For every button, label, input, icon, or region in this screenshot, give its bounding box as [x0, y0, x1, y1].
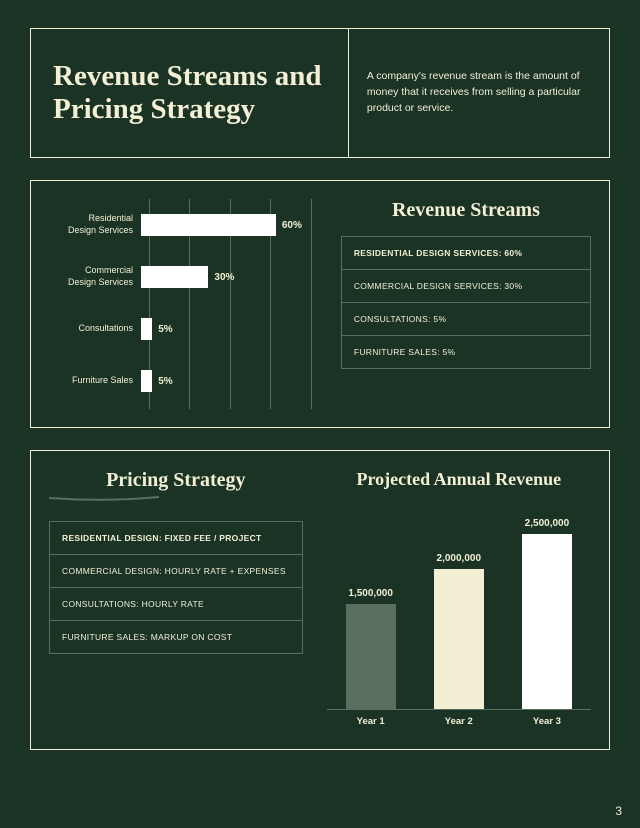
vbar-xlabel: Year 2: [424, 716, 494, 727]
revenue-hbar-chart: ResidentialDesign Services 60% CommercialD…: [49, 199, 331, 405]
vbar-group: 2,500,000: [512, 518, 582, 709]
hbar-label: Consultations: [49, 323, 141, 335]
hbar-label: Furniture Sales: [49, 375, 141, 387]
hbar-bar: [141, 370, 152, 392]
revenue-streams-panel: ResidentialDesign Services 60% CommercialD…: [30, 180, 610, 428]
hbar-row: Consultations 5%: [49, 303, 321, 355]
hbar-label: CommercialDesign Services: [49, 265, 141, 288]
vbar-value: 1,500,000: [348, 588, 393, 599]
revenue-streams-list: RESIDENTIAL DESIGN SERVICES: 60%COMMERCI…: [341, 236, 591, 369]
page-title: Revenue Streams and Pricing Strategy: [53, 60, 326, 127]
header-title-cell: Revenue Streams and Pricing Strategy: [31, 29, 349, 157]
hbar-track: 5%: [141, 355, 321, 407]
projected-revenue-chart: 1,500,000 2,000,000 2,500,000: [327, 499, 591, 709]
hbar-bar: [141, 318, 152, 340]
list-item: CONSULTATIONS: HOURLY RATE: [50, 587, 302, 620]
vbar-value: 2,500,000: [525, 518, 570, 529]
list-item: FURNITURE SALES: MARKUP ON COST: [50, 620, 302, 653]
revenue-streams-list-col: Revenue Streams RESIDENTIAL DESIGN SERVI…: [331, 199, 591, 405]
hbar-bar: [141, 214, 276, 236]
pricing-strategy-title: Pricing Strategy: [49, 469, 303, 492]
page-number: 3: [615, 804, 622, 818]
projected-revenue-xlabels: Year 1 Year 2 Year 3: [327, 709, 591, 727]
header-desc-cell: A company's revenue stream is the amount…: [349, 29, 609, 157]
pricing-strategy-col: Pricing Strategy RESIDENTIAL DESIGN: FIX…: [49, 469, 315, 727]
list-item: COMMERCIAL DESIGN SERVICES: 30%: [342, 269, 590, 302]
list-item: RESIDENTIAL DESIGN: FIXED FEE / PROJECT: [50, 522, 302, 554]
hbar-bar: [141, 266, 208, 288]
underline-swoosh-icon: [49, 496, 159, 502]
list-item: RESIDENTIAL DESIGN SERVICES: 60%: [342, 237, 590, 269]
vbar-bar: [522, 534, 572, 709]
hbar-value: 30%: [214, 272, 234, 283]
hbar-value: 5%: [158, 324, 172, 335]
hbar-label: ResidentialDesign Services: [49, 213, 141, 236]
list-item: FURNITURE SALES: 5%: [342, 335, 590, 368]
vbar-bar: [346, 604, 396, 709]
hbar-track: 60%: [141, 199, 321, 251]
hbar-value: 5%: [158, 376, 172, 387]
vbar-bar: [434, 569, 484, 709]
hbar-value: 60%: [282, 220, 302, 231]
vbar-group: 2,000,000: [424, 553, 494, 709]
list-item: CONSULTATIONS: 5%: [342, 302, 590, 335]
vbar-group: 1,500,000: [336, 588, 406, 709]
hbar-row: CommercialDesign Services 30%: [49, 251, 321, 303]
hbar-row: Furniture Sales 5%: [49, 355, 321, 407]
list-item: COMMERCIAL DESIGN: HOURLY RATE + EXPENSE…: [50, 554, 302, 587]
revenue-streams-title: Revenue Streams: [341, 199, 591, 222]
hbar-track: 5%: [141, 303, 321, 355]
pricing-revenue-panel: Pricing Strategy RESIDENTIAL DESIGN: FIX…: [30, 450, 610, 750]
header-description: A company's revenue stream is the amount…: [367, 69, 591, 116]
hbar-track: 30%: [141, 251, 321, 303]
pricing-strategy-list: RESIDENTIAL DESIGN: FIXED FEE / PROJECTC…: [49, 521, 303, 654]
vbar-xlabel: Year 3: [512, 716, 582, 727]
projected-revenue-col: Projected Annual Revenue 1,500,000 2,000,…: [315, 469, 591, 727]
hbar-row: ResidentialDesign Services 60%: [49, 199, 321, 251]
vbar-value: 2,000,000: [437, 553, 482, 564]
header-row: Revenue Streams and Pricing Strategy A c…: [30, 28, 610, 158]
projected-revenue-title: Projected Annual Revenue: [327, 469, 591, 491]
vbar-xlabel: Year 1: [336, 716, 406, 727]
